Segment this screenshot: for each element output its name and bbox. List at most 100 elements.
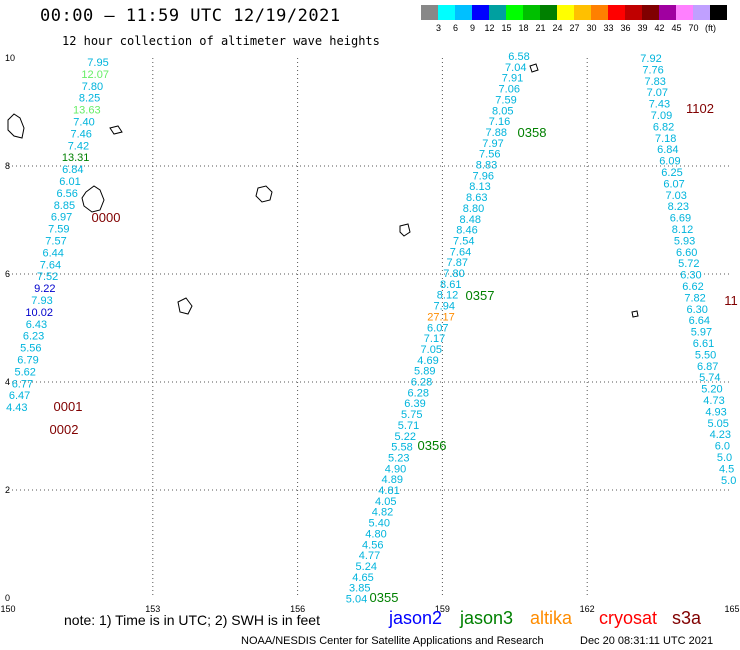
altimeter-tracks: 7.9512.077.808.2513.637.407.467.4213.316…	[6, 51, 736, 606]
generated-timestamp: Dec 20 08:31:11 UTC 2021	[580, 635, 714, 647]
y-tick-label: 10	[5, 53, 15, 63]
y-tick-label: 0	[5, 593, 10, 603]
scale-label: 39	[637, 23, 648, 33]
wave-height-label: 6.79	[17, 355, 38, 367]
wave-height-label: 6.84	[62, 164, 83, 176]
credit-line: NOAA/NESDIS Center for Satellite Applica…	[241, 635, 544, 647]
wave-height-label: 4.80	[365, 528, 386, 540]
wave-height-label: 8.61	[440, 279, 461, 291]
scale-label: 30	[586, 23, 597, 33]
y-tick-label: 2	[5, 485, 10, 495]
wave-height-label: 4.90	[385, 463, 406, 475]
wave-height-label: 6.07	[427, 322, 448, 334]
wave-height-label: 7.88	[486, 127, 507, 139]
wave-height-label: 6.84	[657, 144, 678, 156]
wave-height-label: 6.30	[680, 270, 701, 282]
wave-height-label: 7.46	[70, 128, 91, 140]
wave-height-label: 13.31	[62, 152, 90, 164]
wave-height-label: 4.89	[382, 474, 403, 486]
wave-height-label: 10.02	[25, 307, 53, 319]
time-tag-label: 0001	[54, 399, 83, 414]
wave-height-label: 7.42	[68, 140, 89, 152]
island-outline	[255, 185, 273, 203]
wave-height-label: 6.64	[689, 315, 710, 327]
wave-height-label: 7.97	[482, 138, 503, 150]
scale-swatch	[421, 5, 438, 20]
wave-height-label: 7.16	[489, 116, 510, 128]
time-tag-label: 11	[724, 293, 738, 308]
wave-height-label: 7.07	[647, 87, 668, 99]
island-outlines	[7, 63, 639, 318]
scale-swatch	[472, 5, 489, 20]
scale-swatch	[540, 5, 557, 20]
wave-height-label: 6.23	[23, 331, 44, 343]
wave-height-label: 4.73	[703, 395, 724, 407]
wave-height-label: 3.85	[349, 583, 370, 595]
wave-height-label: 6.30	[686, 304, 707, 316]
wave-height-label: 6.28	[411, 377, 432, 389]
time-tag-label: 0002	[50, 422, 79, 437]
scale-label: 3	[435, 23, 441, 33]
wave-height-label: 8.80	[463, 203, 484, 215]
wave-height-label: 7.83	[644, 76, 665, 88]
scale-label: 24	[552, 23, 563, 33]
wave-height-label: 6.39	[404, 398, 425, 410]
scale-swatch	[489, 5, 506, 20]
time-tag-label: 0356	[418, 438, 447, 453]
wave-height-label: 7.92	[640, 53, 661, 65]
wave-height-label: 7.93	[31, 295, 52, 307]
wave-height-label: 7.56	[479, 149, 500, 161]
wave-height-label: 8.25	[79, 93, 100, 105]
satellite-legend-jason3: jason3	[460, 608, 514, 628]
x-tick-label: 162	[580, 604, 595, 614]
wave-height-label: 7.54	[453, 235, 474, 247]
wave-height-label: 5.40	[369, 518, 390, 530]
island-outline	[177, 297, 193, 315]
time-tags: 0000 0001 0002 0355 0356 0357 0358 1102 11	[50, 101, 738, 605]
scale-swatch	[693, 5, 710, 20]
wave-height-label: 5.22	[395, 431, 416, 443]
wave-height-label: 6.43	[26, 319, 47, 331]
wave-height-label: 12.07	[81, 69, 109, 81]
wave-height-label: 4.69	[417, 355, 438, 367]
wave-height-label: 5.72	[678, 258, 699, 270]
map-subtitle: 12 hour collection of altimeter wave hei…	[62, 34, 380, 48]
wave-height-label: 7.80	[443, 268, 464, 280]
wave-height-label: 8.85	[54, 200, 75, 212]
scale-label: 6	[452, 23, 458, 33]
wave-height-label: 7.57	[45, 236, 66, 248]
wave-height-label: 5.93	[674, 235, 695, 247]
wave-height-label: 8.12	[437, 290, 458, 302]
y-tick-label: 8	[5, 161, 10, 171]
x-tick-label: 159	[435, 604, 450, 614]
wave-height-label: 7.96	[473, 170, 494, 182]
scale-label: 21	[535, 23, 546, 33]
wave-height-label: 6.61	[693, 338, 714, 350]
map-title: 00:00 – 11:59 UTC 12/19/2021	[40, 6, 341, 26]
island-outline	[81, 185, 105, 213]
time-tag-label: 0358	[518, 125, 547, 140]
wave-height-label: 27.17	[427, 311, 455, 323]
grid-lines	[8, 58, 732, 598]
wave-height-label: 7.91	[502, 73, 523, 85]
wave-height-label: 6.77	[12, 378, 33, 390]
wave-height-label: 6.09	[659, 156, 680, 168]
wave-height-label: 7.59	[48, 224, 69, 236]
wave-height-label: 5.97	[691, 327, 712, 339]
time-tag-label: 0000	[92, 210, 121, 225]
scale-swatch	[455, 5, 472, 20]
wave-height-label: 4.05	[375, 496, 396, 508]
x-tick-label: 153	[145, 604, 160, 614]
scale-label: 12	[484, 23, 495, 33]
wave-height-label: 6.87	[697, 361, 718, 373]
axis-ticks: 150 153 156 159 162 165 0 2 4 6 8 10	[0, 53, 739, 614]
wave-height-label: 13.63	[73, 105, 101, 117]
scale-label: 33	[603, 23, 614, 33]
wave-height-label: 7.04	[505, 62, 526, 74]
wave-height-label: 4.82	[372, 507, 393, 519]
wave-height-label: 4.77	[359, 550, 380, 562]
wave-height-label: 6.01	[59, 176, 80, 188]
scale-label: 27	[569, 23, 580, 33]
x-tick-label: 150	[0, 604, 15, 614]
wave-height-label: 7.64	[450, 246, 471, 258]
